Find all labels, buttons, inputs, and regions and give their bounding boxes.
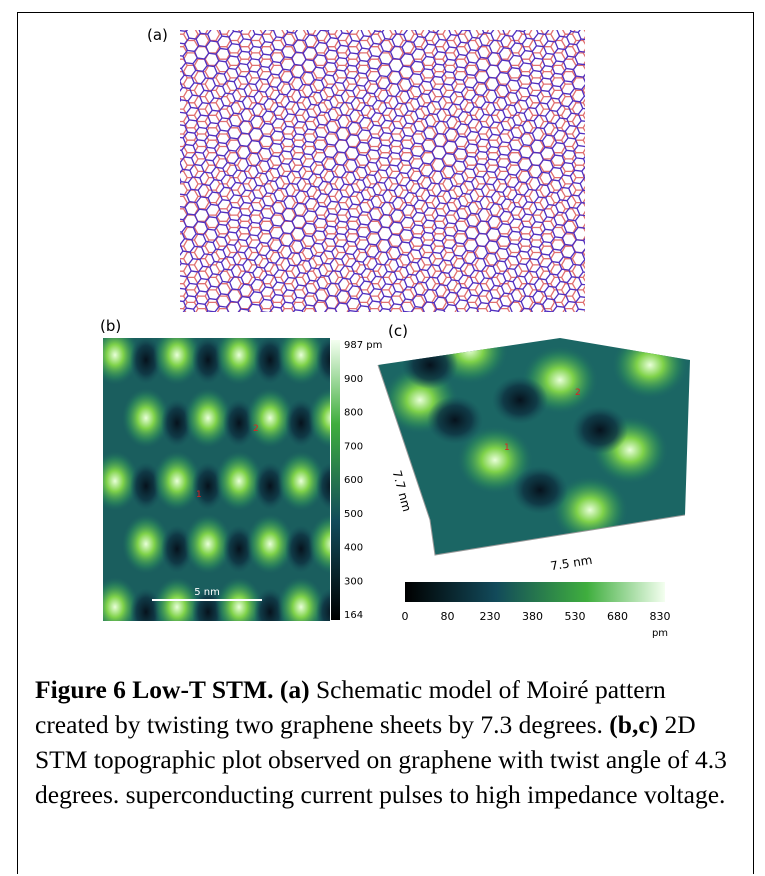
bright-spot <box>103 451 139 511</box>
dark-spot <box>402 341 458 389</box>
colorbar <box>331 340 340 620</box>
bright-spot <box>246 388 294 448</box>
colorbar-tick-label: 700 <box>344 441 363 452</box>
colorbar-tick-label: 380 <box>522 610 543 623</box>
dark-spot <box>316 462 330 510</box>
bright-spot <box>308 388 330 448</box>
colorbar-tick-label: 530 <box>565 610 586 623</box>
dark-spot <box>316 588 330 621</box>
dark-spot <box>347 399 379 447</box>
colorbar-tick-label: 680 <box>607 610 628 623</box>
bright-spot <box>215 338 263 385</box>
dark-spot <box>572 406 628 454</box>
caption-title: Figure 6 Low-T STM. <box>35 675 274 704</box>
caption-label: (a) <box>279 675 310 704</box>
bright-spot <box>246 514 294 574</box>
colorbar-tick-label: 0 <box>402 610 409 623</box>
caption-text: Schematic model of Moiré pattern created… <box>35 675 666 739</box>
panel-label: (b) <box>100 317 121 335</box>
point-label: 2 <box>253 424 259 434</box>
colorbar-tick-label: 164 <box>344 610 363 621</box>
colorbar-tick-label: 500 <box>344 509 363 520</box>
bright-spot <box>153 451 201 511</box>
panel-label: (c) <box>388 322 408 340</box>
colorbar-tick-label: 600 <box>344 475 363 486</box>
bright-spot <box>122 388 170 448</box>
bright-spot <box>457 426 533 494</box>
stm-map <box>103 338 379 621</box>
colorbar-unit: pm <box>652 628 668 639</box>
dark-spot <box>512 466 568 514</box>
bright-spot <box>215 451 263 511</box>
point-label: 1 <box>196 490 202 500</box>
colorbar-tick-label: 400 <box>344 543 363 554</box>
colorbar-tick-label: 230 <box>480 610 501 623</box>
caption: Figure 6 Low-T STM. (a) Schematic model … <box>35 672 735 812</box>
colorbar-tick-label: 830 <box>650 610 671 623</box>
stm-3d <box>378 338 690 555</box>
point-label: 2 <box>575 388 581 398</box>
figure: (a) (b) (c) 5 nm 1 2 987 pm9008007006005… <box>100 26 690 639</box>
dark-spot <box>316 338 330 384</box>
dark-spot <box>492 376 548 424</box>
bright-spot <box>277 338 325 385</box>
caption-text: 2D STM topographic plot observed on grap… <box>35 710 727 809</box>
bright-spot <box>122 514 170 574</box>
colorbar-tick-label: 300 <box>344 576 363 587</box>
colorbar-tick-label: 987 pm <box>344 340 382 351</box>
bright-spot <box>277 451 325 511</box>
bright-spot <box>184 514 232 574</box>
caption-label: (b,c) <box>609 710 659 739</box>
bright-spot <box>612 338 688 399</box>
bright-spot <box>103 338 139 385</box>
scale-label: 5 nm <box>194 587 220 598</box>
bright-spot <box>103 577 139 621</box>
colorbar-tick-label: 80 <box>441 610 455 623</box>
bright-spot <box>184 388 232 448</box>
panel-label: (a) <box>147 26 168 44</box>
point-label: 1 <box>504 443 510 453</box>
axis <box>377 364 686 556</box>
colorbar-tick-label: 900 <box>344 374 363 385</box>
bright-spot <box>277 577 325 621</box>
colorbar <box>405 582 665 602</box>
axis-label: 7.5 nm <box>549 553 593 573</box>
axis-label: 7.7 nm <box>390 469 414 513</box>
bright-spot <box>153 338 201 385</box>
dark-spot <box>427 396 483 444</box>
figure-frame <box>17 12 754 874</box>
colorbar-tick-label: 800 <box>344 408 363 419</box>
bright-spot <box>308 514 330 574</box>
